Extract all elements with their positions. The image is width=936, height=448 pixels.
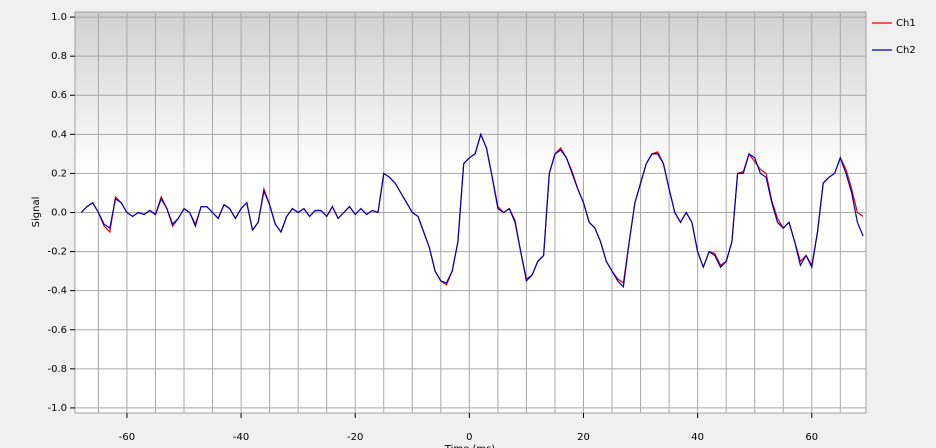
y-tick-label: -0.4: [47, 286, 67, 297]
y-tick-label: 0.6: [51, 90, 67, 101]
y-tick-label: -0.8: [47, 364, 67, 375]
legend-label: Ch2: [896, 45, 916, 56]
x-tick-label: 20: [577, 432, 590, 443]
x-tick-label: 60: [805, 432, 818, 443]
y-tick-label: 0.8: [51, 51, 67, 62]
y-tick-label: -1.0: [47, 403, 67, 414]
x-tick-label: 0: [466, 432, 472, 443]
y-tick-label: 0.4: [51, 129, 67, 140]
y-tick-label: 0.2: [51, 168, 67, 179]
x-tick-label: 40: [691, 432, 704, 443]
y-axis-label: Signal: [31, 197, 42, 228]
y-tick-label: 1.0: [51, 12, 67, 23]
x-tick-label: -40: [233, 432, 249, 443]
series-group: [80, 132, 864, 289]
series-line: [80, 132, 864, 289]
y-tick-label: -0.2: [47, 247, 67, 258]
x-tick-label: -60: [119, 432, 135, 443]
legend-label: Ch1: [896, 18, 916, 29]
y-tick-label: 0.0: [51, 208, 67, 219]
x-axis-label: Time (ms): [444, 444, 496, 448]
y-tick-label: -0.6: [47, 325, 67, 336]
x-tick-label: -20: [347, 432, 363, 443]
